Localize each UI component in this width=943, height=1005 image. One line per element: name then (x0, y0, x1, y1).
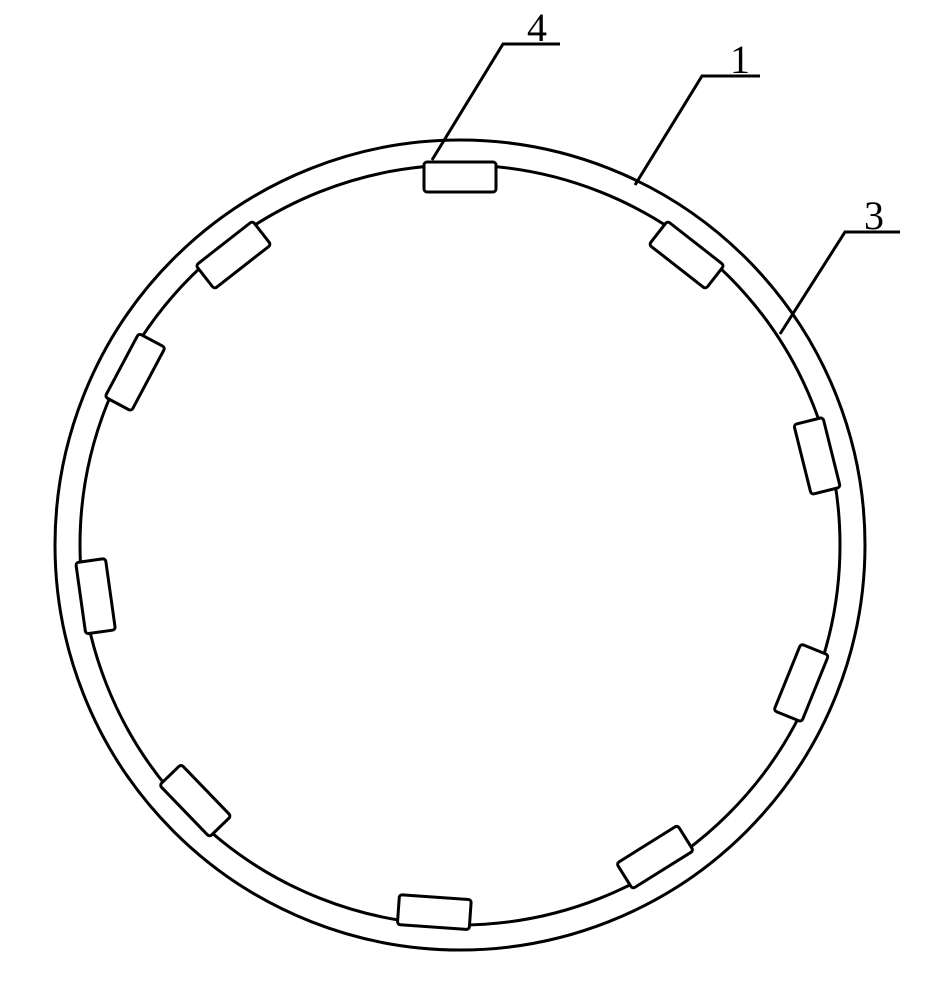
ring-diagram-svg (0, 0, 943, 1000)
callout-label-3: 3 (864, 192, 884, 239)
callout-label-4: 4 (527, 4, 547, 51)
callout-label-1: 1 (730, 36, 750, 83)
diagram-container: 4 1 3 (0, 0, 943, 1000)
